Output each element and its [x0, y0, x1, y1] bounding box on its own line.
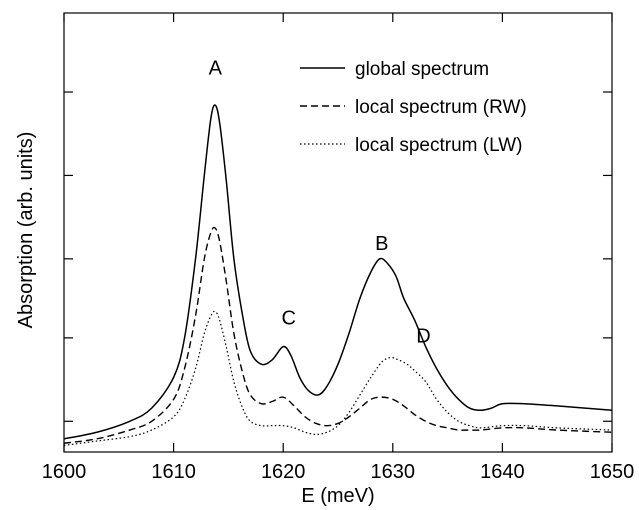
annotations: A B C D	[209, 57, 431, 347]
peak-label: A	[209, 57, 223, 79]
x-tick-label: 1610	[151, 461, 196, 483]
legend: global spectrum local spectrum (RW) local …	[300, 59, 527, 156]
series-layer	[63, 104, 613, 447]
x-tick-label: 1640	[480, 461, 525, 483]
x-tick-label: 1650	[590, 461, 635, 483]
x-tick-label: 1630	[371, 461, 416, 483]
plot-frame	[63, 12, 613, 453]
x-tick-label: 1600	[42, 461, 87, 483]
y-axis-label: Absorption (arb. units)	[15, 132, 37, 329]
series-line-1	[63, 104, 613, 440]
legend-label: local spectrum (RW)	[355, 97, 527, 118]
x-axis-label: E (meV)	[301, 485, 374, 507]
peak-label: C	[281, 308, 295, 330]
legend-label: global spectrum	[355, 59, 489, 80]
series-line-3	[63, 310, 613, 447]
legend-label: local spectrum (LW)	[355, 135, 523, 156]
axes: 1600 1610 1620 1630 1640 1650	[42, 12, 635, 483]
peak-label: D	[416, 325, 430, 347]
peak-label: B	[375, 233, 388, 255]
x-tick-label: 1620	[261, 461, 306, 483]
series-line-2	[63, 226, 613, 444]
